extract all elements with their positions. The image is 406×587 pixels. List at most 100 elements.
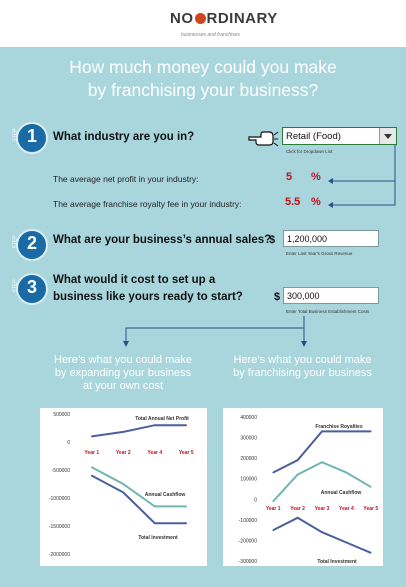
series-label: Annual Cashflow (321, 490, 362, 496)
expand-heading: Here’s what you could make by expanding … (38, 354, 208, 393)
net-profit-label: The average net profit in your industry: (53, 174, 199, 184)
logo-text-part1: NO (170, 10, 194, 27)
royalty-unit: % (311, 196, 321, 208)
data-point (90, 474, 93, 477)
y-tick-label: 300000 (240, 436, 257, 442)
setup-cost-input[interactable] (283, 287, 379, 304)
data-point (345, 471, 348, 474)
headline-line-1: How much money could you make (69, 57, 337, 77)
logo: NO RDINARY (170, 10, 278, 27)
pointing-hand-icon (248, 131, 279, 147)
step-number: 2 (26, 233, 37, 253)
y-tick-label: -200000 (239, 538, 258, 544)
step-2-badge: STEP 2 (13, 229, 48, 261)
step-1-badge: STEP 1 (13, 122, 48, 154)
series-line-3 (272, 516, 372, 554)
step-3-badge: STEP 3 (13, 273, 48, 305)
franchise-heading-line: Here’s what you could make (233, 354, 372, 366)
data-point (370, 486, 372, 488)
industry-select-value: Retail (Food) (286, 131, 341, 142)
industry-question: What industry are you in? (53, 131, 195, 143)
y-tick-label: -1000000 (49, 496, 70, 502)
y-tick-label: -500000 (52, 468, 71, 474)
headline-line-2: by franchising your business? (87, 80, 319, 100)
x-tick-label: Year 1 (84, 450, 99, 456)
setup-cost-question-line-2: business like yours ready to start? (53, 291, 243, 303)
chevron-down-icon (384, 134, 392, 139)
setup-cost-hint: Enter Total Business Establishment Costs (286, 309, 370, 314)
series-label: Total Investment (138, 535, 178, 541)
y-tick-label: -1500000 (49, 524, 70, 530)
dropdown-arrow-button[interactable] (379, 128, 396, 144)
data-point (370, 430, 372, 433)
y-tick-label: -100000 (239, 518, 258, 524)
data-point (122, 431, 125, 433)
expansion-chart-svg: 500000 0 -500000 -1000000 -1500000 -2000000 Ye… (49, 412, 194, 558)
franchise-heading: Here’s what you could make by franchisin… (215, 354, 390, 380)
x-tick-label: Year 1 (266, 506, 281, 512)
data-point (185, 522, 188, 524)
series-line-1 (91, 424, 187, 438)
data-point (321, 430, 323, 433)
data-point (296, 517, 299, 519)
y-tick-label: -2000000 (49, 552, 70, 558)
series-label: Franchise Royalties (315, 424, 362, 430)
series-line-2 (91, 466, 187, 508)
data-point (153, 424, 156, 426)
x-tick-label: Year 5 (363, 506, 378, 512)
data-point (296, 473, 299, 476)
data-point (90, 435, 93, 438)
setup-cost-question-line-1: What would it cost to set up a (53, 274, 216, 286)
annual-sales-input[interactable] (283, 230, 379, 247)
dropdown-connector-arrows (328, 145, 396, 208)
data-point (153, 522, 156, 524)
logo-tagline: businesses and franchises (181, 32, 240, 38)
data-point (345, 541, 348, 544)
y-tick-label: 0 (67, 440, 70, 446)
royalty-label: The average franchise royalty fee in you… (53, 199, 242, 209)
y-tick-label: 200000 (240, 456, 257, 462)
x-tick-label: Year 4 (147, 450, 162, 456)
franchise-heading-line: by franchising your business (233, 367, 372, 379)
data-point (370, 551, 372, 554)
series-line-3 (91, 474, 187, 525)
data-point (296, 459, 299, 461)
y-tick-label: 400000 (240, 415, 257, 421)
y-tick-label: -300000 (239, 559, 258, 565)
data-point (90, 466, 93, 468)
data-point (122, 483, 125, 485)
header: NO RDINARY businesses and franchises (0, 0, 406, 47)
series-line-1 (272, 430, 371, 474)
logo-mark-icon (194, 13, 206, 24)
data-point (272, 500, 274, 503)
royalty-value: 5.5 (285, 196, 301, 208)
y-tick-label: 500000 (53, 412, 70, 418)
industry-hint: Click for Dropdown List (286, 149, 333, 154)
sales-question: What are your business’s annual sales? (53, 234, 272, 246)
series-label: Total Investment (317, 559, 357, 565)
y-tick-label: 0 (254, 497, 257, 503)
data-point (321, 531, 323, 533)
expand-heading-line: Here’s what you could make (54, 354, 192, 366)
franchise-chart: 400000 300000 200000 100000 0 -100000 -200000 -… (223, 408, 383, 566)
industry-select[interactable]: Retail (Food) (282, 127, 397, 145)
data-point (272, 529, 274, 531)
x-tick-label: Year 4 (339, 506, 354, 512)
net-profit-unit: % (311, 171, 321, 183)
setup-cost-currency: $ (274, 291, 281, 303)
series-label: Annual Cashflow (145, 492, 186, 498)
expansion-chart: 500000 0 -500000 -1000000 -1500000 -2000000 Ye… (40, 408, 207, 566)
logo-text-part2: RDINARY (206, 10, 278, 27)
step-number: 3 (26, 277, 37, 297)
x-tick-label: Year 2 (290, 506, 305, 512)
net-profit-value: 5 (286, 171, 293, 183)
split-connector-arrows (123, 316, 307, 347)
x-tick-label: Year 2 (116, 450, 131, 456)
series-label: Total Annual Net Profit (135, 416, 189, 422)
data-point (122, 491, 125, 494)
data-point (185, 505, 188, 508)
data-point (272, 471, 274, 474)
franchise-chart-svg: 400000 300000 200000 100000 0 -100000 -200000 -… (239, 415, 379, 565)
expand-heading-line: by expanding your business (54, 367, 192, 379)
